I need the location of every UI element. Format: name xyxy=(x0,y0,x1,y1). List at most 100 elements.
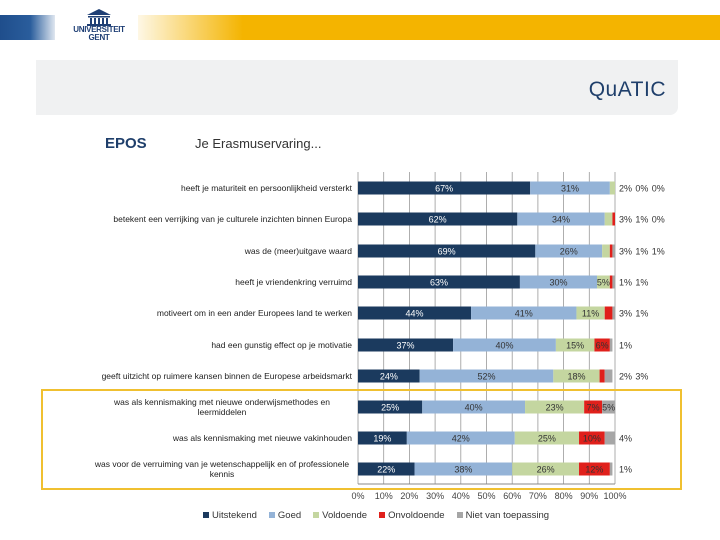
data-label: 1% xyxy=(635,247,648,257)
category-label: heeft je vriendenkring verruimd xyxy=(235,277,352,287)
x-tick-label: 60% xyxy=(503,491,521,501)
header-yellow-band xyxy=(138,15,720,40)
bar-segment xyxy=(609,338,613,352)
bar-segment xyxy=(358,400,423,414)
category-label: geeft uitzicht op ruimere kansen binnen … xyxy=(101,371,352,381)
data-label: 1% xyxy=(652,247,665,257)
data-label: 37% xyxy=(397,341,415,351)
bar-segment xyxy=(604,212,613,226)
legend-swatch xyxy=(379,512,386,518)
data-label: 30% xyxy=(549,278,567,288)
legend-item: Goed xyxy=(268,510,302,521)
data-label: 2% xyxy=(619,372,632,382)
data-label: 11% xyxy=(582,309,599,319)
data-label: 18% xyxy=(567,372,585,382)
category-label: was voor de verruiming van je wetenschap… xyxy=(94,459,350,479)
x-tick-label: 30% xyxy=(426,491,444,501)
data-label: 1% xyxy=(619,278,632,288)
data-label: 23% xyxy=(546,403,564,413)
bar-segment xyxy=(406,431,515,445)
bar-segment xyxy=(602,244,610,258)
legend-label: Goed xyxy=(277,510,302,521)
bar-segment xyxy=(535,244,603,258)
data-label: 3% xyxy=(635,372,648,382)
data-label: 0% xyxy=(652,184,665,194)
data-label: 41% xyxy=(515,309,533,319)
data-label: 69% xyxy=(438,247,456,257)
building-icon xyxy=(87,9,111,26)
ugent-logo: UNIVERSITEIT GENT xyxy=(68,8,130,48)
data-label: 1% xyxy=(635,278,648,288)
legend-label: Niet van toepassing xyxy=(465,510,550,521)
data-label: 0% xyxy=(635,184,648,194)
data-label: 1% xyxy=(619,465,632,475)
bar-segment xyxy=(517,212,605,226)
data-label: 42% xyxy=(452,434,470,444)
data-label: 40% xyxy=(495,341,513,351)
bar-segment xyxy=(358,181,531,195)
data-label: 3% xyxy=(619,309,632,319)
x-tick-label: 0% xyxy=(351,491,364,501)
legend-label: Voldoende xyxy=(322,510,368,521)
bar-segment xyxy=(579,431,605,445)
data-label: 7% xyxy=(587,403,600,413)
bar-segment xyxy=(612,306,615,320)
data-label: 5% xyxy=(602,403,615,413)
bar-segment xyxy=(419,369,554,383)
data-label: 19% xyxy=(373,434,391,444)
bar-segment xyxy=(358,212,518,226)
legend-swatch xyxy=(313,512,320,518)
section-label: EPOS xyxy=(105,135,147,152)
legend-label: Uitstekend xyxy=(212,510,257,521)
bar-segment xyxy=(597,275,610,289)
bar-segment xyxy=(512,462,580,476)
x-tick-label: 10% xyxy=(375,491,393,501)
header-blue-band xyxy=(0,15,55,40)
logo-text-1: UNIVERSITEIT xyxy=(73,25,125,34)
data-label: 2% xyxy=(619,184,632,194)
data-label: 3% xyxy=(619,215,632,225)
data-label: 25% xyxy=(538,434,556,444)
data-label: 26% xyxy=(560,247,578,257)
data-label: 15% xyxy=(566,341,584,351)
legend: Uitstekend Goed Voldoende Onvoldoende Niet v… xyxy=(203,510,549,521)
bar-segment xyxy=(414,462,513,476)
data-label: 40% xyxy=(465,403,483,413)
data-label: 63% xyxy=(430,278,448,288)
bar-segment xyxy=(358,306,472,320)
data-label: 1% xyxy=(635,309,648,319)
x-tick-label: 70% xyxy=(529,491,547,501)
bar-segment xyxy=(599,369,605,383)
bar-segment xyxy=(609,462,613,476)
bar-segment xyxy=(604,369,613,383)
legend-swatch xyxy=(203,512,209,518)
bar-segment xyxy=(576,306,605,320)
legend-label: Onvoldoende xyxy=(388,510,445,521)
data-label: 12% xyxy=(585,465,603,475)
data-label: 34% xyxy=(552,215,570,225)
bar-segment xyxy=(612,275,615,289)
highlight-box xyxy=(41,389,682,490)
logo-text-2: GENT xyxy=(88,33,110,42)
legend-item: Uitstekend xyxy=(203,510,257,521)
bar-segment xyxy=(358,462,415,476)
bar-segment xyxy=(609,244,613,258)
category-label: was de (meer)uitgave waard xyxy=(244,246,352,256)
legend-item: Onvoldoende xyxy=(379,510,445,521)
data-label: 10% xyxy=(583,434,601,444)
data-label: 4% xyxy=(619,434,632,444)
bar-segment xyxy=(530,181,610,195)
bar-segment xyxy=(358,369,420,383)
data-label: 31% xyxy=(561,184,579,194)
bar-segment xyxy=(358,244,536,258)
data-label: 62% xyxy=(429,215,447,225)
data-label: 1% xyxy=(619,341,632,351)
x-tick-label: 20% xyxy=(400,491,418,501)
bar-segment xyxy=(604,431,615,445)
legend-item: Voldoende xyxy=(313,510,367,521)
data-label: 24% xyxy=(380,372,398,382)
data-label: 25% xyxy=(381,403,399,413)
bar-segment xyxy=(555,338,595,352)
data-label: 5% xyxy=(597,278,610,288)
data-label: 44% xyxy=(406,309,424,319)
